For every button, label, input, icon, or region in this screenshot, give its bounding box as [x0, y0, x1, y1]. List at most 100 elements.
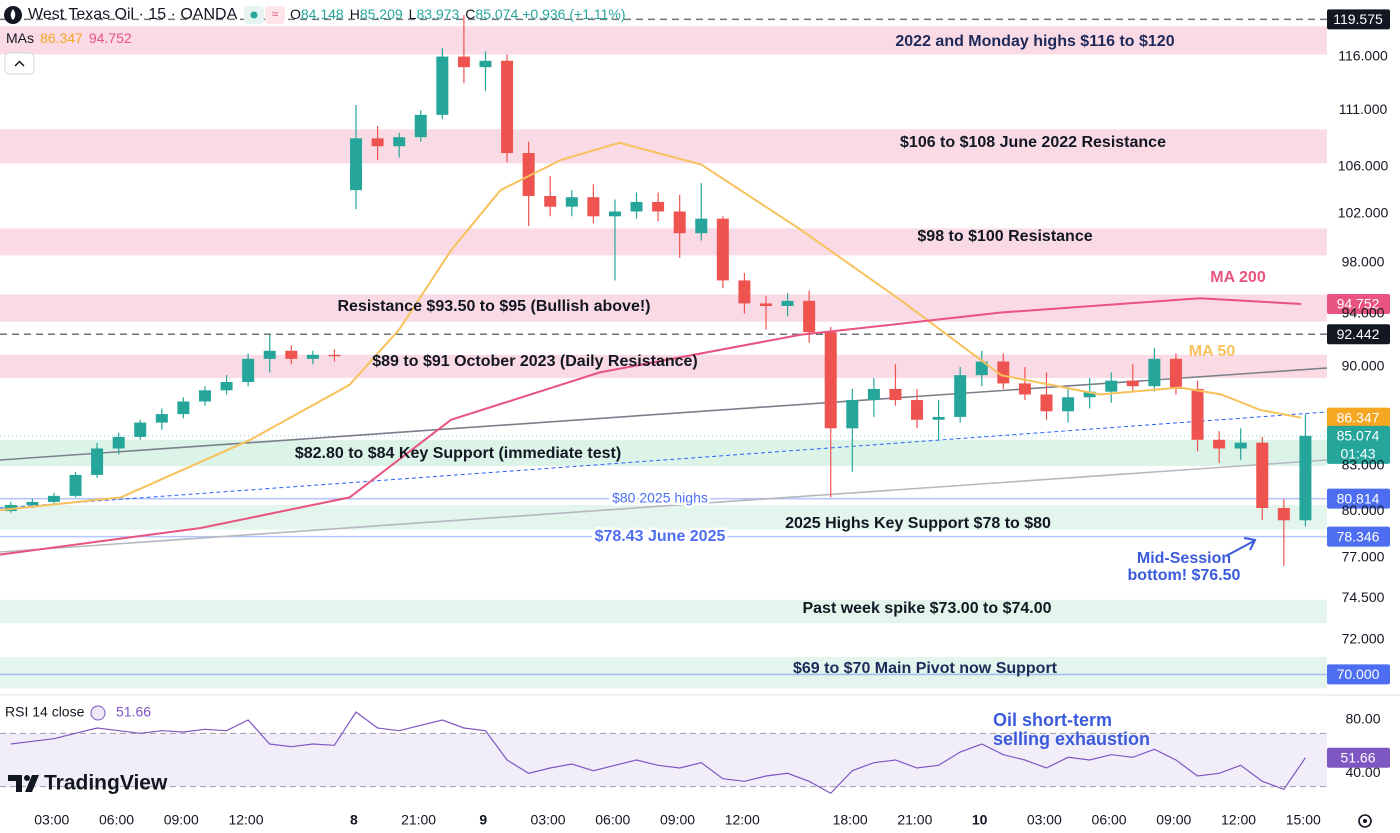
candle-body	[1299, 435, 1312, 521]
x-tick-label: 09:00	[660, 812, 695, 828]
candle-body	[759, 303, 772, 307]
annotation: selling exhaustion	[993, 729, 1150, 749]
x-tick-label: 21:00	[897, 812, 932, 828]
x-tick-label: 9	[479, 812, 487, 828]
candle-body	[1234, 442, 1247, 449]
candle-body	[414, 114, 427, 138]
level-tag-bg	[1327, 664, 1390, 685]
x-tick-label: 03:00	[34, 812, 69, 828]
level-tag: 78.346	[1337, 528, 1380, 544]
zone	[0, 228, 1327, 256]
trend-line	[0, 411, 1328, 509]
candle-body	[608, 211, 621, 217]
rsi-y-tick-label: 40.00	[1345, 764, 1380, 780]
zone-label: $98 to $100 Resistance	[917, 228, 1092, 245]
candle-body	[565, 197, 578, 207]
x-tick-label: 12:00	[725, 812, 760, 828]
candle-body	[91, 448, 104, 475]
ohlc-value: 85.209	[360, 6, 403, 22]
ma-legend-value: 86.347	[40, 30, 83, 46]
candle-body	[1256, 442, 1269, 509]
candle-body	[306, 354, 319, 359]
level-tag-bg	[1327, 526, 1390, 547]
x-tick-label: 03:00	[531, 812, 566, 828]
candle-body	[350, 138, 363, 191]
x-tick-label: 09:00	[164, 812, 199, 828]
zone-label: $89 to $91 October 2023 (Daily Resistanc…	[372, 353, 698, 370]
x-tick-label: 06:00	[99, 812, 134, 828]
y-tick-label: 83.000	[1342, 457, 1385, 473]
candle-body	[328, 354, 341, 357]
ma-legend-value: 94.752	[89, 30, 132, 46]
candle-body	[1169, 358, 1182, 389]
y-tick-label: 106.000	[1338, 158, 1389, 174]
candle-body	[155, 414, 168, 423]
ma-tag-bg	[1327, 407, 1390, 428]
candle-body	[177, 401, 190, 415]
x-tick-label: 15:00	[1286, 812, 1321, 828]
rsi-tag: 51.66	[1340, 749, 1375, 765]
y-tick-label: 102.000	[1338, 205, 1389, 221]
zone	[0, 657, 1327, 689]
price-tag: 85.074	[1337, 428, 1380, 444]
candle-body	[285, 350, 298, 359]
zone-label: $106 to $108 June 2022 Resistance	[900, 134, 1166, 151]
candle-body	[26, 501, 39, 505]
level-tag: 80.814	[1337, 490, 1380, 506]
candle-body	[867, 388, 880, 401]
ohlc-key: H	[350, 6, 360, 22]
settings-icon[interactable]	[1358, 814, 1372, 828]
x-tick-label: 10	[972, 812, 988, 828]
y-tick-label: 94.000	[1342, 304, 1385, 320]
candle-body	[220, 382, 233, 391]
candle-body	[1277, 508, 1290, 521]
candle-body	[1062, 397, 1075, 412]
axis-layer: 119.575 92.442 80.814 78.346 70.000 86.347 94.…	[34, 9, 1390, 828]
level-tag-bg	[1327, 488, 1390, 509]
candle-body	[954, 375, 967, 417]
zone	[0, 129, 1327, 164]
candle-body	[263, 350, 276, 359]
collapse-button[interactable]	[4, 52, 35, 75]
x-tick-label: 12:00	[228, 812, 263, 828]
branding: TradingView	[8, 772, 168, 795]
settings-icon-center	[1363, 819, 1367, 823]
zone-label: 2022 and Monday highs $116 to $120	[895, 33, 1174, 50]
candle-body	[630, 201, 643, 212]
zone-label: $69 to $70 Main Pivot now Support	[793, 660, 1058, 677]
candle-body	[781, 300, 794, 307]
symbol-icon-drop	[10, 9, 16, 20]
ma-label: MA 50	[1189, 343, 1236, 360]
ohlc-key: O	[290, 6, 301, 22]
zone-label: Past week spike $73.00 to $74.00	[802, 600, 1051, 617]
candle-body	[1018, 383, 1031, 395]
candle-body	[1148, 358, 1161, 387]
annotation: Oil short-term	[993, 710, 1112, 730]
level-note: $78.43 June 2025	[595, 528, 726, 545]
status-button[interactable]	[265, 6, 285, 24]
ma-tag: 94.752	[1337, 296, 1380, 312]
annotation-arrowhead	[1243, 537, 1257, 551]
x-tick-label: 21:00	[401, 812, 436, 828]
zone-label: Resistance $93.50 to $95 (Bullish above!…	[337, 298, 650, 315]
logo-mark	[25, 775, 39, 792]
rsi-name: RSI 14 close	[5, 704, 85, 720]
level-tag: 92.442	[1337, 326, 1380, 342]
y-tick-label: 98.000	[1342, 254, 1385, 270]
candle-body	[997, 361, 1010, 384]
ohlc-key: C	[465, 6, 475, 22]
ma-tag-bg	[1327, 294, 1390, 315]
x-tick-label: 06:00	[595, 812, 630, 828]
ohlc-value: 83.973	[416, 6, 459, 22]
annotation: bottom! $76.50	[1128, 567, 1241, 584]
y-tick-label: 111.000	[1339, 101, 1388, 117]
candle-body	[479, 60, 492, 68]
candle-body	[198, 390, 211, 402]
price-tag-bg	[1327, 425, 1390, 464]
candle-body	[47, 495, 60, 502]
zone-label: $82.80 to $84 Key Support (immediate tes…	[295, 445, 621, 462]
marks-layer	[0, 15, 1327, 795]
candle-body	[544, 196, 557, 207]
x-tick-label: 18:00	[833, 812, 868, 828]
countdown: 01:43	[1340, 446, 1375, 462]
